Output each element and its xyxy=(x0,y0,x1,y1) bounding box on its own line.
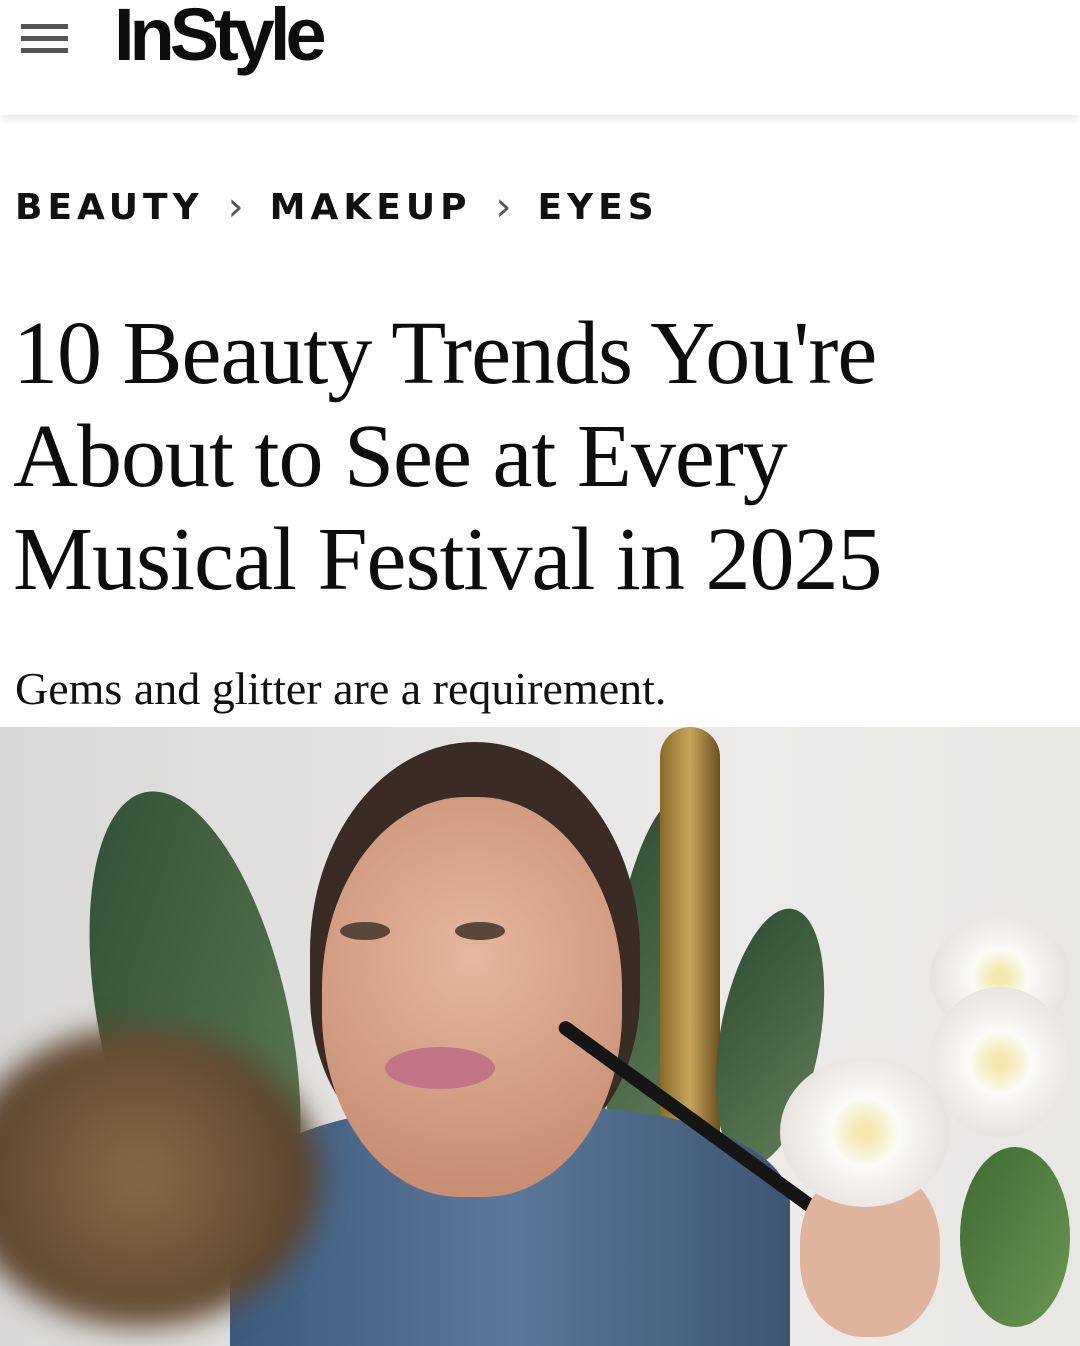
breadcrumb: BEAUTY › MAKEUP › EYES xyxy=(15,184,659,230)
hamburger-menu-icon[interactable] xyxy=(21,20,69,54)
breadcrumb-makeup[interactable]: MAKEUP xyxy=(269,186,472,228)
breadcrumb-beauty[interactable]: BEAUTY xyxy=(15,186,204,228)
breadcrumb-eyes[interactable]: EYES xyxy=(537,186,659,228)
brand-logo[interactable]: InStyle xyxy=(114,0,327,76)
hero-image xyxy=(0,727,1080,1346)
article-title: 10 Beauty Trends You're About to See at … xyxy=(13,304,882,609)
chevron-right-icon: › xyxy=(495,184,512,230)
chevron-right-icon: › xyxy=(227,184,244,230)
article-dek: Gems and glitter are a requirement. xyxy=(15,663,667,714)
site-header: InStyle xyxy=(0,0,1080,115)
